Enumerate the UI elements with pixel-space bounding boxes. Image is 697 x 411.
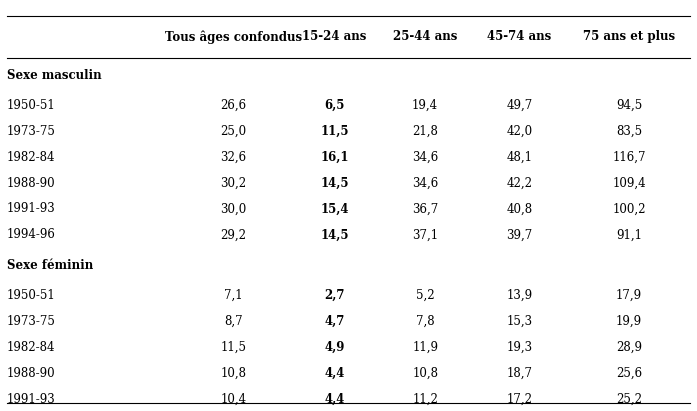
Text: 10,8: 10,8: [412, 367, 438, 380]
Text: 5,2: 5,2: [416, 289, 434, 302]
Text: 1950-51: 1950-51: [7, 99, 56, 112]
Text: Tous âges confondus: Tous âges confondus: [165, 30, 302, 44]
Text: 91,1: 91,1: [616, 229, 642, 241]
Text: 17,2: 17,2: [506, 393, 533, 406]
Text: 7,8: 7,8: [416, 315, 434, 328]
Text: 25-44 ans: 25-44 ans: [393, 30, 457, 44]
Text: 32,6: 32,6: [220, 151, 247, 164]
Text: 34,6: 34,6: [412, 177, 438, 189]
Text: 1973-75: 1973-75: [7, 125, 56, 138]
Text: 17,9: 17,9: [616, 289, 642, 302]
Text: 16,1: 16,1: [321, 151, 348, 164]
Text: 29,2: 29,2: [220, 229, 247, 241]
Text: 7,1: 7,1: [224, 289, 243, 302]
Text: Sexe féminin: Sexe féminin: [7, 259, 93, 272]
Text: 15,3: 15,3: [506, 315, 533, 328]
Text: 42,0: 42,0: [506, 125, 533, 138]
Text: 1950-51: 1950-51: [7, 289, 56, 302]
Text: 11,5: 11,5: [321, 125, 348, 138]
Text: 10,4: 10,4: [220, 393, 247, 406]
Text: 2,7: 2,7: [324, 289, 345, 302]
Text: 42,2: 42,2: [506, 177, 533, 189]
Text: 83,5: 83,5: [616, 125, 642, 138]
Text: 4,7: 4,7: [324, 315, 345, 328]
Text: 1991-93: 1991-93: [7, 203, 56, 215]
Text: 13,9: 13,9: [506, 289, 533, 302]
Text: 8,7: 8,7: [224, 315, 243, 328]
Text: 28,9: 28,9: [616, 341, 642, 354]
Text: 18,7: 18,7: [506, 367, 533, 380]
Text: 1991-93: 1991-93: [7, 393, 56, 406]
Text: 14,5: 14,5: [321, 229, 348, 241]
Text: 1988-90: 1988-90: [7, 367, 56, 380]
Text: 15,4: 15,4: [321, 203, 348, 215]
Text: 37,1: 37,1: [412, 229, 438, 241]
Text: 25,0: 25,0: [220, 125, 247, 138]
Text: 4,9: 4,9: [324, 341, 345, 354]
Text: 48,1: 48,1: [506, 151, 533, 164]
Text: 1982-84: 1982-84: [7, 341, 56, 354]
Text: 11,9: 11,9: [412, 341, 438, 354]
Text: 49,7: 49,7: [506, 99, 533, 112]
Text: 19,4: 19,4: [412, 99, 438, 112]
Text: 11,2: 11,2: [412, 393, 438, 406]
Text: 15-24 ans: 15-24 ans: [302, 30, 367, 44]
Text: 1973-75: 1973-75: [7, 315, 56, 328]
Text: 25,6: 25,6: [616, 367, 642, 380]
Text: 36,7: 36,7: [412, 203, 438, 215]
Text: Sexe masculin: Sexe masculin: [7, 69, 102, 81]
Text: 100,2: 100,2: [612, 203, 646, 215]
Text: 19,3: 19,3: [506, 341, 533, 354]
Text: 4,4: 4,4: [324, 393, 345, 406]
Text: 116,7: 116,7: [612, 151, 646, 164]
Text: 10,8: 10,8: [220, 367, 247, 380]
Text: 6,5: 6,5: [324, 99, 345, 112]
Text: 1994-96: 1994-96: [7, 229, 56, 241]
Text: 40,8: 40,8: [506, 203, 533, 215]
Text: 109,4: 109,4: [612, 177, 646, 189]
Text: 19,9: 19,9: [616, 315, 642, 328]
Text: 21,8: 21,8: [412, 125, 438, 138]
Text: 75 ans et plus: 75 ans et plus: [583, 30, 675, 44]
Text: 45-74 ans: 45-74 ans: [487, 30, 551, 44]
Text: 26,6: 26,6: [220, 99, 247, 112]
Text: 94,5: 94,5: [616, 99, 642, 112]
Text: 11,5: 11,5: [220, 341, 247, 354]
Text: 1988-90: 1988-90: [7, 177, 56, 189]
Text: 25,2: 25,2: [616, 393, 642, 406]
Text: 1982-84: 1982-84: [7, 151, 56, 164]
Text: 30,2: 30,2: [220, 177, 247, 189]
Text: 14,5: 14,5: [321, 177, 348, 189]
Text: 30,0: 30,0: [220, 203, 247, 215]
Text: 34,6: 34,6: [412, 151, 438, 164]
Text: 4,4: 4,4: [324, 367, 345, 380]
Text: 39,7: 39,7: [506, 229, 533, 241]
